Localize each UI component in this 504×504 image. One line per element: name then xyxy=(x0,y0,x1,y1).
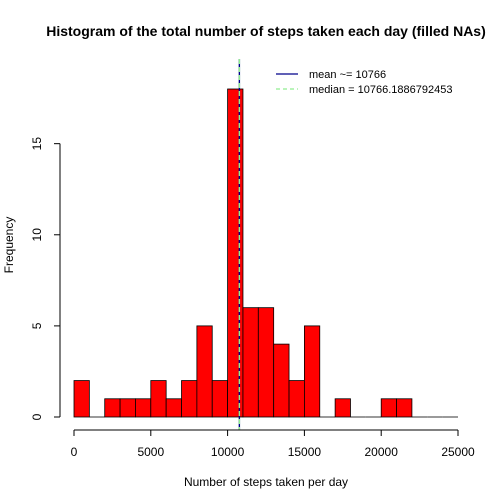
histogram-bar xyxy=(165,398,182,418)
histogram-bar xyxy=(119,398,136,418)
histogram-bar xyxy=(242,307,259,418)
legend-label: mean ~= 10766 xyxy=(309,69,386,81)
histogram-bar xyxy=(150,380,167,418)
histogram-bar xyxy=(334,398,351,418)
legend-label: median = 10766.1886792453 xyxy=(309,84,452,96)
histogram-bar xyxy=(227,88,244,418)
histogram-bar xyxy=(135,398,152,418)
histogram-bar xyxy=(273,343,290,418)
histogram-bar xyxy=(211,380,229,418)
x-tick-label: 25000 xyxy=(441,445,475,459)
y-axis: 0 5 10 15 xyxy=(30,137,61,420)
x-tick-label: 20000 xyxy=(365,445,399,459)
x-tick-label: 5000 xyxy=(137,445,164,459)
histogram-bar xyxy=(380,398,397,418)
histogram-bar xyxy=(396,398,413,418)
histogram-bar xyxy=(104,398,121,418)
histogram-bar xyxy=(257,307,275,418)
chart-title: Histogram of the total number of steps t… xyxy=(46,23,486,39)
y-tick-label: 5 xyxy=(30,322,44,329)
x-axis-label: Number of steps taken per day xyxy=(184,475,348,489)
y-tick-label: 15 xyxy=(30,137,44,151)
histogram-bar xyxy=(303,325,321,418)
y-tick-label: 10 xyxy=(30,228,44,242)
histogram-bar xyxy=(288,380,305,418)
y-axis-label: Frequency xyxy=(2,217,16,274)
y-tick-label: 0 xyxy=(30,413,44,420)
x-tick-label: 0 xyxy=(71,445,78,459)
histogram-bar xyxy=(196,325,213,418)
histogram-bar xyxy=(181,380,198,418)
histogram-bar xyxy=(73,380,90,418)
legend: mean ~= 10766 median = 10766.1886792453 xyxy=(276,69,452,96)
x-tick-label: 15000 xyxy=(288,445,322,459)
x-axis: 0 5000 10000 15000 20000 25000 xyxy=(71,429,475,459)
x-tick-label: 10000 xyxy=(211,445,245,459)
bars-group xyxy=(73,88,458,418)
